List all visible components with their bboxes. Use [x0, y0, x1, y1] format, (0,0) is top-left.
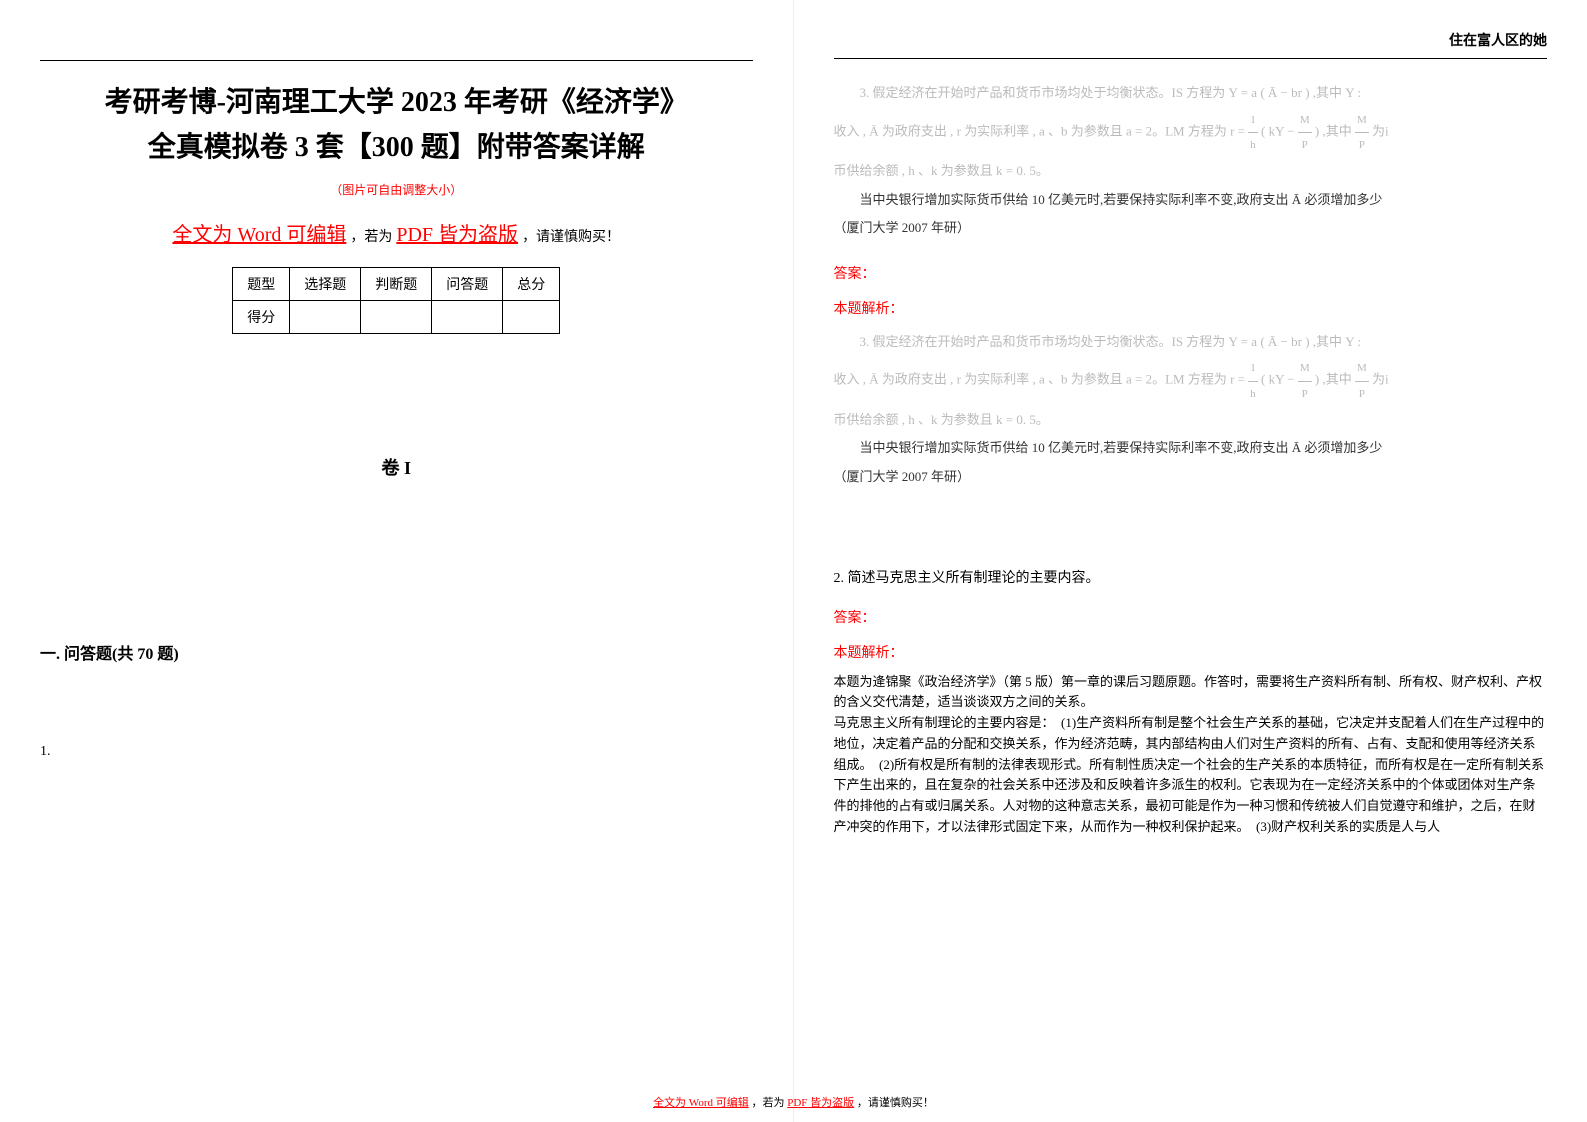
- p3a-l2a: 收入 , Ā 为政府支出 , r 为实际利率 , a 、b 为参数且 a = 2…: [834, 372, 1249, 387]
- analysis-label-1: 本题解析：: [834, 298, 1548, 318]
- analysis-label-2: 本题解析：: [834, 642, 1548, 662]
- answer-label-2: 答案：: [834, 607, 1548, 627]
- warning-part4: ，请谨慎购买！: [522, 230, 620, 245]
- p3a-line1: 3. 假定经济在开始时产品和货币市场均处于均衡状态。IS 方程为 Y = a (…: [834, 328, 1548, 357]
- p3-line4: 当中央银行增加实际货币供给 10 亿美元时,若要保持实际利率不变,政府支出 Ā …: [834, 186, 1548, 215]
- frac-1h: 1h: [1248, 108, 1258, 157]
- title-line1: 考研考博-河南理工大学 2023 年考研《经济学》: [40, 81, 753, 126]
- p3a-line4: 当中央银行增加实际货币供给 10 亿美元时,若要保持实际利率不变,政府支出 Ā …: [834, 434, 1548, 463]
- footer-p1: 全文为 Word 可编辑: [653, 1097, 749, 1109]
- footer-p2: ，若为: [751, 1097, 784, 1109]
- cell-total: [503, 300, 560, 333]
- header-note: 住在富人区的她: [834, 30, 1548, 50]
- p3a-l2d: 为i: [1372, 372, 1389, 387]
- p3a-line3: 币供给余额 , h 、k 为参数且 k = 0. 5。: [834, 406, 1548, 435]
- frac-mp2-b: MP: [1355, 356, 1369, 405]
- q2-title: 2. 简述马克思主义所有制理论的主要内容。: [834, 567, 1548, 587]
- table-score-row: 得分: [233, 300, 560, 333]
- header-rule-right: [834, 58, 1548, 59]
- main-title: 考研考博-河南理工大学 2023 年考研《经济学》 全真模拟卷 3 套【300 …: [40, 81, 753, 171]
- problem3-statement: 3. 假定经济在开始时产品和货币市场均处于均衡状态。IS 方程为 Y = a (…: [834, 79, 1548, 243]
- q2-body: 本题为逄锦聚《政治经济学》（第 5 版）第一章的课后习题原题。作答时，需要将生产…: [834, 672, 1548, 838]
- p3-line1: 3. 假定经济在开始时产品和货币市场均处于均衡状态。IS 方程为 Y = a (…: [834, 79, 1548, 108]
- section-heading: 一. 问答题(共 70 题): [40, 640, 753, 664]
- sub-note: （图片可自由调整大小）: [40, 181, 753, 198]
- p3-line2: 收入 , Ā 为政府支出 , r 为实际利率 , a 、b 为参数且 a = 2…: [834, 108, 1548, 157]
- p3-l2c: ) ,其中: [1315, 123, 1352, 138]
- p3a-l4-dark: 当中央银行增加实际货币供给 10 亿美元时,若要保持实际利率不变,政府支出 Ā …: [860, 440, 1383, 455]
- cell-choice: [290, 300, 361, 333]
- volume-label: 卷 I: [40, 454, 753, 480]
- frac-mp2: MP: [1355, 108, 1369, 157]
- problem3-analysis: 3. 假定经济在开始时产品和货币市场均处于均衡状态。IS 方程为 Y = a (…: [834, 328, 1548, 492]
- p3-l2a: 收入 , Ā 为政府支出 , r 为实际利率 , a 、b 为参数且 a = 2…: [834, 123, 1249, 138]
- p3-l2d: 为i: [1372, 123, 1389, 138]
- page-container: 考研考博-河南理工大学 2023 年考研《经济学》 全真模拟卷 3 套【300 …: [0, 0, 1587, 1122]
- p3a-l2c: ) ,其中: [1315, 372, 1352, 387]
- p3-source: （厦门大学 2007 年研）: [834, 214, 1548, 243]
- th-type: 题型: [233, 267, 290, 300]
- p3-l4-dark: 当中央银行增加实际货币供给 10 亿美元时,若要保持实际利率不变,政府支出 Ā …: [860, 192, 1383, 207]
- p3-line3: 币供给余额 , h 、k 为参数且 k = 0. 5。: [834, 157, 1548, 186]
- cell-qa: [432, 300, 503, 333]
- th-choice: 选择题: [290, 267, 361, 300]
- footer-p3: PDF 皆为盗版: [787, 1097, 854, 1109]
- title-line2: 全真模拟卷 3 套【300 题】附带答案详解: [40, 126, 753, 171]
- p3a-l2b: ( kY −: [1261, 372, 1298, 387]
- right-page: 住在富人区的她 3. 假定经济在开始时产品和货币市场均处于均衡状态。IS 方程为…: [794, 0, 1587, 1122]
- left-page: 考研考博-河南理工大学 2023 年考研《经济学》 全真模拟卷 3 套【300 …: [0, 0, 794, 1122]
- footer-note: 全文为 Word 可编辑 ，若为 PDF 皆为盗版 ，请谨慎购买！: [0, 1094, 1587, 1110]
- score-table: 题型 选择题 判断题 问答题 总分 得分: [232, 267, 560, 334]
- frac-mp1-b: MP: [1298, 356, 1312, 405]
- frac-1h-b: 1h: [1248, 356, 1258, 405]
- warning-part2: ，若为: [350, 230, 392, 245]
- warning-line: 全文为 Word 可编辑 ，若为 PDF 皆为盗版 ，请谨慎购买！: [40, 218, 753, 247]
- footer-p4: ，请谨慎购买！: [857, 1097, 934, 1109]
- spacer: [834, 507, 1548, 567]
- p3a-source: （厦门大学 2007 年研）: [834, 463, 1548, 492]
- warning-part1: 全文为 Word 可编辑: [172, 224, 346, 246]
- warning-part3: PDF 皆为盗版: [396, 224, 518, 246]
- header-rule-left: [40, 60, 753, 61]
- p3a-line2: 收入 , Ā 为政府支出 , r 为实际利率 , a 、b 为参数且 a = 2…: [834, 356, 1548, 405]
- answer-label-1: 答案：: [834, 263, 1548, 283]
- p3-l2b: ( kY −: [1261, 123, 1298, 138]
- table-header-row: 题型 选择题 判断题 问答题 总分: [233, 267, 560, 300]
- q1-number: 1.: [40, 744, 753, 760]
- th-judge: 判断题: [361, 267, 432, 300]
- th-qa: 问答题: [432, 267, 503, 300]
- th-total: 总分: [503, 267, 560, 300]
- frac-mp1: MP: [1298, 108, 1312, 157]
- row-label: 得分: [233, 300, 290, 333]
- cell-judge: [361, 300, 432, 333]
